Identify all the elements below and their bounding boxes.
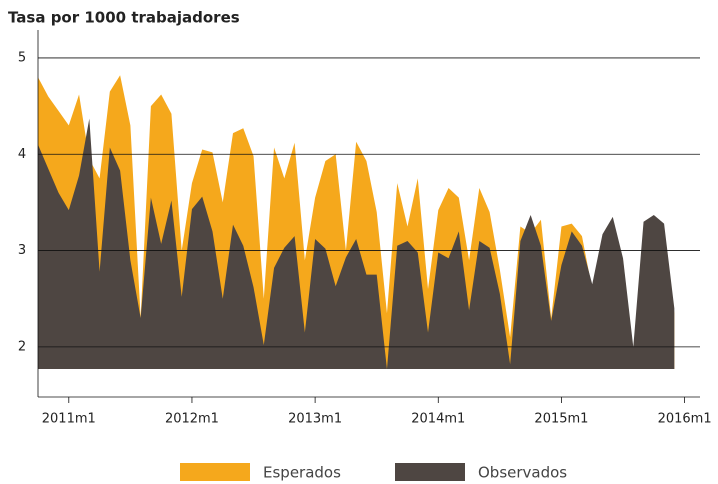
- y-tick-label: 4: [18, 147, 26, 162]
- y-tick-label: 3: [18, 243, 26, 258]
- legend-label: Observados: [478, 464, 567, 482]
- legend-label: Esperados: [263, 464, 341, 482]
- y-tick-label: 5: [18, 50, 26, 65]
- x-tick-label: 2011m1: [42, 412, 96, 427]
- x-tick-label: 2012m1: [165, 412, 219, 427]
- area: [38, 118, 675, 370]
- y-tick-label: 2: [18, 339, 26, 354]
- x-tick-label: 2016m1: [658, 412, 712, 427]
- x-tick-label: 2014m1: [411, 412, 465, 427]
- legend-swatch: [395, 463, 465, 481]
- chart-title: Tasa por 1000 trabajadores: [8, 9, 240, 27]
- legend-swatch: [180, 463, 250, 481]
- x-tick-label: 2013m1: [288, 412, 342, 427]
- x-tick-label: 2015m1: [534, 412, 588, 427]
